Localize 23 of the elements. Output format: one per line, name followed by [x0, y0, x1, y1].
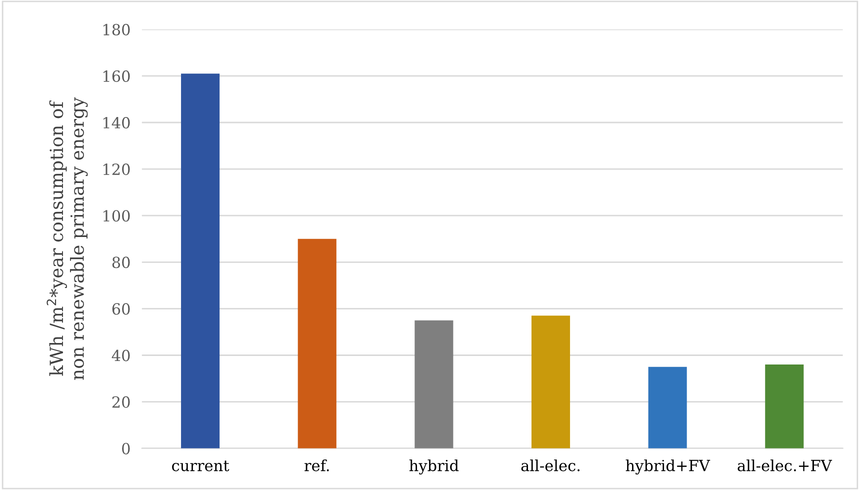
x-tick-label: all-elec. [521, 459, 580, 472]
y-tick-label: 140 [103, 116, 130, 129]
bar [531, 316, 570, 448]
bar [414, 320, 454, 448]
y-tick-label: 100 [103, 210, 130, 222]
y-tick-label: 80 [112, 256, 130, 268]
y-tick-label: 40 [112, 350, 130, 362]
x-tick-label: ref. [304, 459, 329, 472]
x-tick-label: hybrid [409, 459, 459, 474]
y-tick-label: 0 [122, 442, 130, 454]
bar [765, 364, 804, 448]
bar [298, 238, 336, 448]
y-axis-title: kWh /m$^{2}$*year consumption of non renewable primary energy [46, 97, 88, 380]
bar [648, 366, 687, 448]
x-tick-label: hybrid+FV [626, 459, 710, 474]
y-tick-label: 20 [112, 396, 130, 408]
y-tick-label: 160 [103, 70, 130, 82]
x-tick-label: current [172, 460, 230, 472]
y-tick-label: 120 [103, 164, 130, 176]
x-tick-label: all-elec.+FV [738, 459, 832, 472]
y-tick-label: 180 [103, 24, 130, 36]
bar [181, 74, 220, 448]
y-tick-label: 60 [112, 303, 130, 315]
